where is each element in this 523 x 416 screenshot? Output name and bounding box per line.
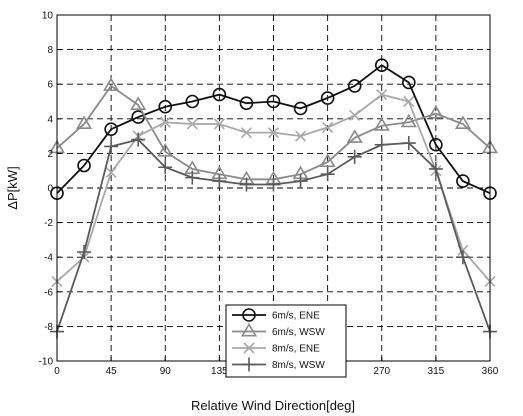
series-line	[56, 64, 491, 195]
data-point	[77, 158, 91, 173]
y-tick-label: 2	[47, 149, 53, 160]
y-tick-label: 10	[42, 11, 54, 22]
data-point	[212, 87, 227, 102]
data-point	[376, 89, 388, 101]
data-point	[454, 115, 471, 129]
data-point	[373, 117, 390, 131]
data-point	[186, 118, 198, 130]
data-point	[320, 91, 335, 105]
data-point	[240, 127, 253, 139]
data-point	[158, 99, 173, 114]
data-point	[185, 94, 200, 109]
y-tick-label: 4	[47, 114, 53, 125]
data-point	[322, 121, 334, 134]
y-tick-label: -8	[44, 322, 53, 333]
data-point	[319, 153, 336, 168]
data-point	[158, 160, 173, 175]
data-point	[402, 75, 416, 90]
x-tick-label: 315	[428, 366, 445, 377]
data-point	[157, 143, 174, 157]
data-point	[131, 132, 146, 147]
x-axis-label: Relative Wind Direction[deg]	[191, 398, 355, 413]
y-tick-label: 0	[47, 184, 53, 195]
data-point	[103, 77, 120, 91]
data-point	[212, 174, 227, 189]
legend-item: 8m/s, ENE	[232, 342, 320, 355]
legend-label: 8m/s, ENE	[272, 344, 320, 355]
data-point	[293, 101, 308, 116]
legend-marker	[243, 342, 255, 354]
data-point	[185, 170, 200, 185]
data-point	[213, 118, 225, 130]
legend-item: 8m/s, WSW	[232, 357, 325, 372]
data-point	[104, 122, 118, 136]
x-tick-label: 45	[106, 366, 118, 377]
data-point	[266, 94, 281, 109]
legend-item: 6m/s, WSW	[232, 322, 325, 338]
legend-label: 6m/s, WSW	[272, 327, 325, 338]
legend-marker	[242, 308, 256, 322]
y-tick-label: 8	[47, 45, 53, 56]
data-point	[347, 79, 362, 93]
data-point	[428, 161, 443, 176]
data-point	[349, 109, 361, 121]
legend-label: 8m/s, WSW	[272, 360, 325, 371]
x-tick-label: 0	[54, 366, 60, 377]
legend-item: 6m/s, ENE	[232, 308, 320, 322]
y-tick-label: 6	[47, 80, 53, 91]
data-point	[347, 149, 362, 164]
data-point	[159, 116, 171, 128]
data-point	[455, 250, 470, 265]
data-point	[429, 137, 443, 152]
data-point	[374, 58, 389, 72]
data-point	[130, 96, 147, 110]
y-axis-label: ΔP[kW]	[5, 166, 20, 209]
data-point	[400, 113, 417, 128]
data-point	[293, 174, 308, 189]
data-point	[239, 96, 254, 111]
data-point	[374, 137, 389, 152]
x-tick-label: 360	[482, 366, 499, 377]
data-point	[427, 105, 444, 119]
data-point	[239, 177, 254, 192]
y-tick-label: -10	[39, 357, 54, 368]
x-tick-label: 135	[211, 366, 228, 377]
y-tick-label: -4	[44, 253, 53, 264]
data-point	[403, 95, 415, 108]
data-point	[401, 136, 416, 151]
legend-label: 6m/s, ENE	[272, 311, 320, 322]
y-tick-label: -2	[44, 218, 53, 229]
x-tick-label: 270	[373, 366, 390, 377]
data-point	[266, 177, 281, 192]
y-tick-label: -6	[44, 287, 53, 298]
x-tick-label: 90	[160, 366, 172, 377]
data-point	[104, 139, 119, 154]
legend-marker	[240, 322, 258, 337]
data-point	[77, 245, 92, 260]
data-point	[320, 167, 335, 182]
data-point	[294, 130, 307, 142]
legend-marker	[242, 357, 256, 372]
legend: 6m/s, ENE 6m/s, WSW 8m/s, ENE 8m/s, WSW	[225, 304, 347, 378]
data-point	[456, 174, 470, 188]
data-point	[267, 127, 280, 139]
data-point	[76, 115, 93, 129]
data-point	[105, 166, 117, 178]
data-point	[346, 129, 363, 143]
